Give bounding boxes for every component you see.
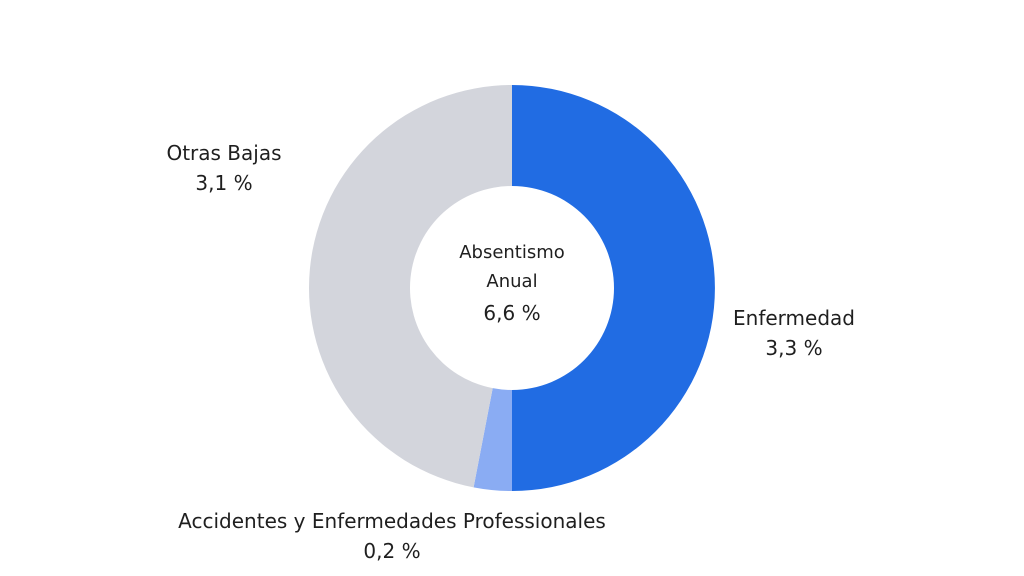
slice-value: 0,2 % xyxy=(363,539,421,563)
slice-label-accidentes: Accidentes y Enfermedades Professionales… xyxy=(142,506,642,566)
center-label: Absentismo Anual 6,6 % xyxy=(412,238,612,329)
center-label-line2: Anual xyxy=(486,271,538,292)
slices-group xyxy=(309,85,715,491)
slice-enfermedad xyxy=(512,85,715,491)
slice-value: 3,3 % xyxy=(765,336,823,360)
slice-name: Otras Bajas xyxy=(166,141,282,165)
slice-label-otras-bajas: Otras Bajas 3,1 % xyxy=(124,138,324,198)
center-label-line1: Absentismo xyxy=(459,242,565,263)
slice-label-enfermedad: Enfermedad 3,3 % xyxy=(704,303,884,363)
slice-otras-bajas xyxy=(309,85,512,488)
slice-accidentes-y-enfermedades-professionales xyxy=(473,388,512,491)
slice-name: Enfermedad xyxy=(733,306,855,330)
center-label-value: 6,6 % xyxy=(483,301,541,325)
slice-name: Accidentes y Enfermedades Professionales xyxy=(178,509,606,533)
slice-value: 3,1 % xyxy=(195,171,253,195)
